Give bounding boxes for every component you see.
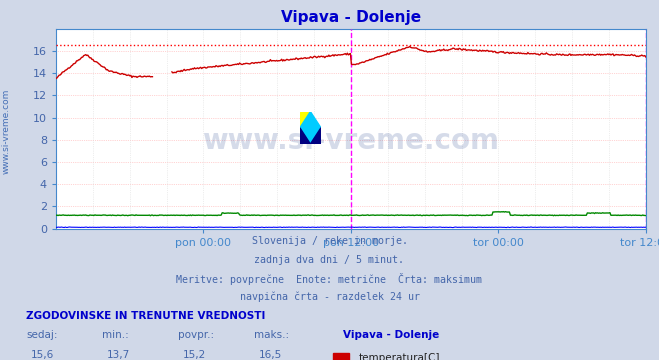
Text: min.:: min.: xyxy=(102,330,129,341)
Text: Slovenija / reke in morje.: Slovenija / reke in morje. xyxy=(252,236,407,246)
Polygon shape xyxy=(300,128,310,144)
Text: maks.:: maks.: xyxy=(254,330,289,341)
Text: 15,6: 15,6 xyxy=(31,350,55,360)
Text: 13,7: 13,7 xyxy=(107,350,130,360)
Text: Vipava - Dolenje: Vipava - Dolenje xyxy=(343,330,439,341)
Text: povpr.:: povpr.: xyxy=(178,330,214,341)
Text: 15,2: 15,2 xyxy=(183,350,206,360)
Text: www.si-vreme.com: www.si-vreme.com xyxy=(2,89,11,174)
Text: navpična črta - razdelek 24 ur: navpična črta - razdelek 24 ur xyxy=(239,292,420,302)
Text: Meritve: povprečne  Enote: metrične  Črta: maksimum: Meritve: povprečne Enote: metrične Črta:… xyxy=(177,273,482,285)
Text: sedaj:: sedaj: xyxy=(26,330,58,341)
Polygon shape xyxy=(300,112,310,128)
Polygon shape xyxy=(300,112,321,144)
Polygon shape xyxy=(310,128,321,144)
Title: Vipava - Dolenje: Vipava - Dolenje xyxy=(281,10,421,25)
Text: temperatura[C]: temperatura[C] xyxy=(359,353,441,360)
Text: www.si-vreme.com: www.si-vreme.com xyxy=(202,127,500,155)
Text: ZGODOVINSKE IN TRENUTNE VREDNOSTI: ZGODOVINSKE IN TRENUTNE VREDNOSTI xyxy=(26,311,266,321)
Text: zadnja dva dni / 5 minut.: zadnja dva dni / 5 minut. xyxy=(254,255,405,265)
Text: 16,5: 16,5 xyxy=(258,350,282,360)
Bar xyxy=(333,353,349,360)
